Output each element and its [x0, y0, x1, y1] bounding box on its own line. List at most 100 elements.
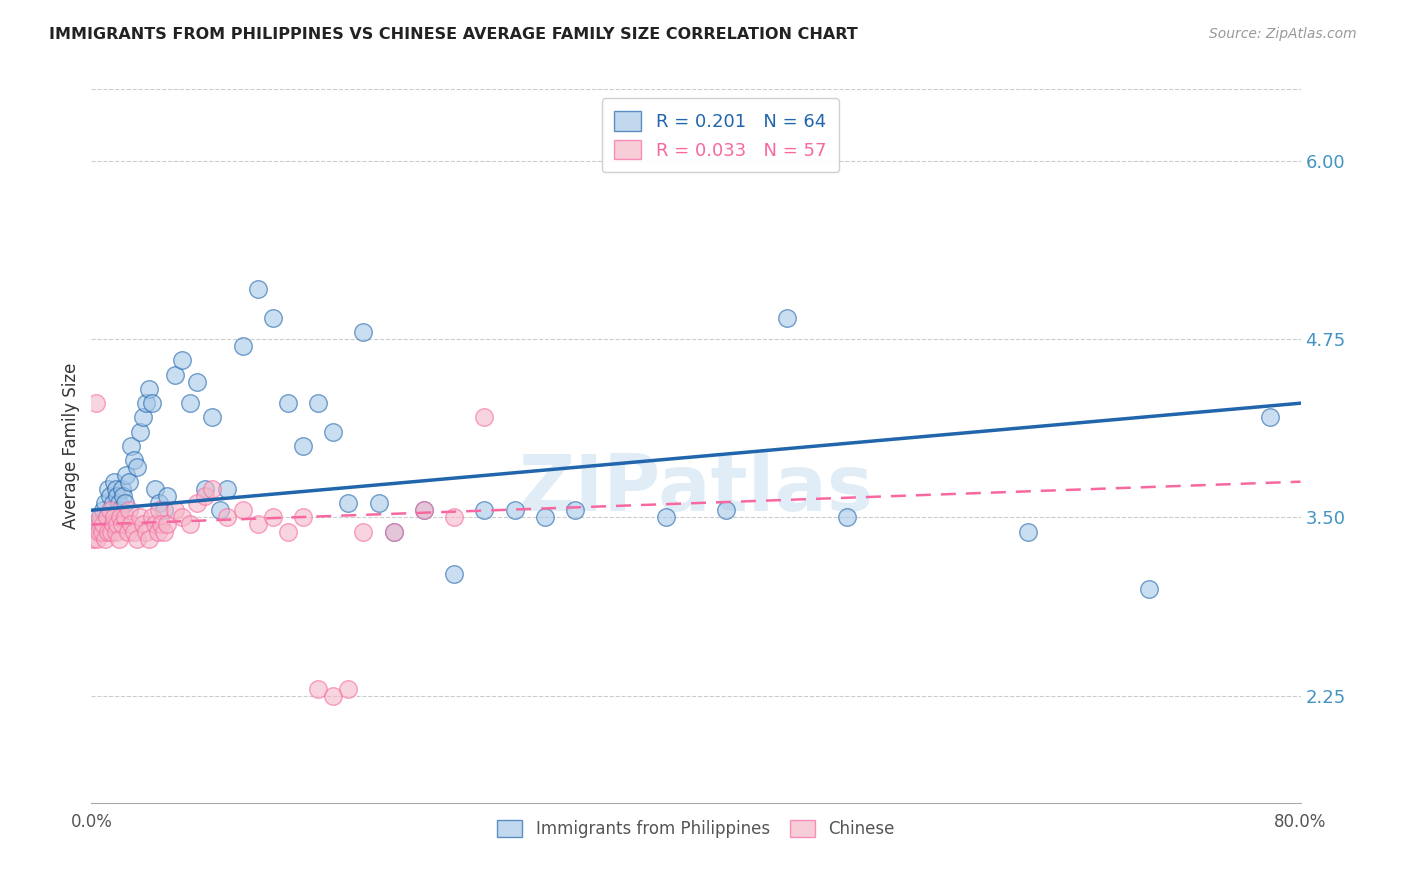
Point — [292, 510, 315, 524]
Point — [141, 510, 163, 524]
Point — [143, 517, 166, 532]
Point — [153, 524, 176, 539]
Point — [186, 375, 208, 389]
Point — [105, 517, 128, 532]
Point — [156, 489, 179, 503]
Point — [96, 510, 118, 524]
Point — [135, 524, 157, 539]
Point — [307, 681, 329, 696]
Point — [91, 524, 114, 539]
Point — [97, 482, 120, 496]
Point — [120, 517, 142, 532]
Point — [153, 503, 176, 517]
Point — [1260, 410, 1282, 425]
Point — [443, 567, 465, 582]
Point — [1139, 582, 1161, 596]
Point — [246, 282, 269, 296]
Point — [115, 467, 138, 482]
Point — [382, 524, 405, 539]
Point — [246, 517, 269, 532]
Point — [114, 510, 136, 524]
Point — [104, 524, 127, 539]
Point — [97, 524, 120, 539]
Point — [82, 532, 104, 546]
Point — [413, 503, 436, 517]
Point — [472, 410, 495, 425]
Point — [172, 353, 194, 368]
Point — [714, 503, 737, 517]
Point — [292, 439, 315, 453]
Point — [277, 524, 299, 539]
Point — [141, 396, 163, 410]
Text: IMMIGRANTS FROM PHILIPPINES VS CHINESE AVERAGE FAMILY SIZE CORRELATION CHART: IMMIGRANTS FROM PHILIPPINES VS CHINESE A… — [49, 27, 858, 42]
Point — [87, 517, 110, 532]
Point — [186, 496, 208, 510]
Point — [194, 482, 217, 496]
Point — [146, 524, 169, 539]
Point — [100, 524, 122, 539]
Point — [307, 396, 329, 410]
Point — [103, 510, 125, 524]
Point — [262, 510, 284, 524]
Point — [117, 524, 139, 539]
Point — [352, 524, 374, 539]
Point — [105, 489, 128, 503]
Point — [138, 532, 160, 546]
Y-axis label: Average Family Size: Average Family Size — [62, 363, 80, 529]
Point — [149, 517, 172, 532]
Point — [101, 496, 124, 510]
Point — [322, 425, 344, 439]
Point — [382, 524, 405, 539]
Point — [96, 510, 118, 524]
Point — [128, 510, 150, 524]
Point — [93, 517, 115, 532]
Point — [91, 524, 114, 539]
Point — [503, 503, 526, 517]
Point — [163, 503, 186, 517]
Point — [776, 310, 799, 325]
Point — [104, 482, 127, 496]
Point — [231, 339, 253, 353]
Point — [217, 510, 239, 524]
Point — [107, 496, 129, 510]
Point — [111, 517, 132, 532]
Point — [135, 396, 157, 410]
Point — [118, 503, 141, 517]
Point — [132, 517, 155, 532]
Point — [101, 517, 124, 532]
Text: Source: ZipAtlas.com: Source: ZipAtlas.com — [1209, 27, 1357, 41]
Point — [352, 325, 374, 339]
Point — [201, 410, 224, 425]
Point — [231, 503, 253, 517]
Point — [111, 482, 132, 496]
Point — [112, 489, 135, 503]
Point — [122, 453, 145, 467]
Point — [1018, 524, 1040, 539]
Point — [118, 475, 141, 489]
Point — [172, 510, 194, 524]
Point — [100, 503, 122, 517]
Point — [201, 482, 224, 496]
Point — [367, 496, 389, 510]
Point — [443, 510, 465, 524]
Point — [94, 532, 117, 546]
Point — [179, 396, 201, 410]
Point — [98, 503, 121, 517]
Point — [108, 510, 131, 524]
Text: ZIPatlas: ZIPatlas — [519, 450, 873, 527]
Point — [107, 532, 129, 546]
Point — [156, 517, 179, 532]
Point — [132, 410, 155, 425]
Point — [93, 503, 115, 517]
Point — [103, 475, 125, 489]
Legend: Immigrants from Philippines, Chinese: Immigrants from Philippines, Chinese — [491, 813, 901, 845]
Point — [108, 503, 131, 517]
Point — [564, 503, 586, 517]
Point — [148, 503, 170, 517]
Point — [143, 482, 166, 496]
Point — [120, 439, 142, 453]
Point — [337, 496, 360, 510]
Point — [86, 532, 108, 546]
Point — [84, 510, 107, 524]
Point — [125, 532, 148, 546]
